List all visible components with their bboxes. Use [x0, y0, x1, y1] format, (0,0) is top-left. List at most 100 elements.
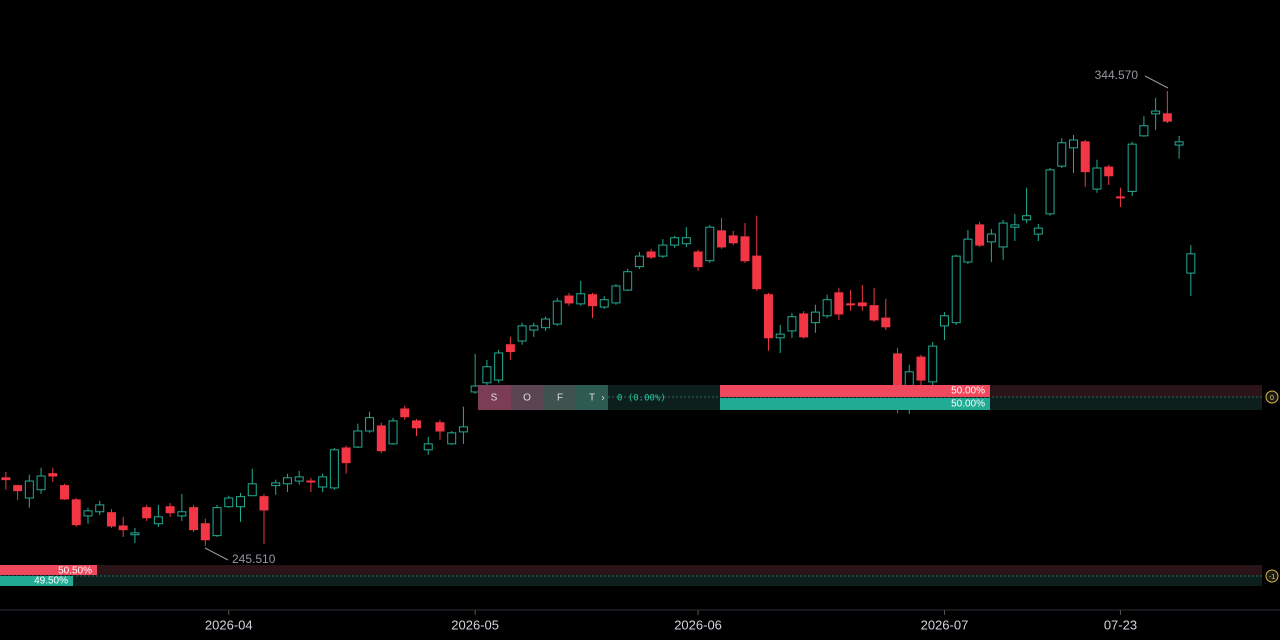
- letter-box: [576, 385, 608, 410]
- pnl: 0 (0.00%): [617, 394, 666, 404]
- candle-body: [60, 485, 70, 500]
- candle-body: [1139, 125, 1149, 137]
- candle-body: [717, 230, 727, 248]
- x-tick-label: 2026-06: [674, 617, 722, 632]
- candle-body: [799, 313, 809, 338]
- buy-bar: [0, 576, 73, 586]
- candle-body: [916, 356, 926, 381]
- candle-body: [822, 299, 832, 317]
- candle-body: [142, 507, 152, 519]
- candle-body: [341, 447, 351, 464]
- x-tick-label: 2026-07: [921, 617, 969, 632]
- candle-body: [435, 422, 445, 432]
- high-leader: [1144, 75, 1169, 89]
- candle-body: [200, 523, 210, 541]
- candle-body: [1162, 113, 1172, 122]
- candle-body: [353, 430, 363, 448]
- letter: S: [491, 393, 498, 404]
- sell-bar: [0, 565, 97, 575]
- candle-body: [705, 226, 715, 262]
- candle-body: [576, 293, 586, 305]
- position-tool[interactable]: S O F T › 0 (0.00%) 50.00% 50.00% 0: [478, 385, 1279, 410]
- buy-pct: 50.00%: [951, 399, 985, 410]
- candle-body: [552, 300, 562, 325]
- candle-body: [951, 255, 961, 324]
- candle-body: [83, 510, 93, 517]
- candle-body: [1127, 143, 1137, 192]
- candle-body: [646, 251, 656, 258]
- candle-body: [752, 255, 762, 290]
- candle-body: [189, 507, 199, 531]
- candle-body: [212, 507, 222, 537]
- candle-body: [318, 476, 328, 488]
- candle-body: [963, 238, 973, 263]
- candle-body: [259, 496, 269, 511]
- letter: F: [557, 393, 563, 404]
- low-leader: [204, 547, 229, 561]
- candle-body: [365, 417, 375, 432]
- candle-body: [400, 408, 410, 418]
- sell-pct: 50.50%: [58, 566, 92, 577]
- candle-body: [388, 420, 398, 445]
- candle-body: [1151, 110, 1161, 115]
- candle-body: [763, 294, 773, 339]
- candle-body: [693, 251, 703, 268]
- candle-body: [564, 295, 574, 304]
- candle-body: [857, 302, 867, 307]
- candle-body: [834, 292, 844, 315]
- badge-text: 0: [1270, 395, 1274, 402]
- candle-body: [1057, 142, 1067, 167]
- candle-body: [376, 425, 386, 452]
- candle-body: [681, 237, 691, 245]
- candle-body: [153, 516, 163, 525]
- candle-body: [36, 475, 46, 491]
- candle-body: [423, 443, 433, 451]
- candle-body: [271, 482, 281, 487]
- candle-body: [71, 499, 81, 526]
- letter-box: [511, 385, 543, 410]
- candle-body: [787, 316, 797, 332]
- candle-body: [1174, 141, 1184, 146]
- candle-body: [599, 299, 609, 308]
- x-tick-label: 2026-04: [205, 617, 253, 632]
- candle-body: [329, 449, 339, 489]
- candle-body: [224, 497, 234, 508]
- candle-body: [13, 485, 23, 492]
- candle-body: [505, 344, 515, 353]
- candle-body: [634, 255, 644, 268]
- candle-body: [411, 420, 421, 429]
- high-label: 344.570: [1095, 68, 1139, 82]
- candle-body: [611, 285, 621, 304]
- candle-body: [986, 233, 996, 243]
- candle-body: [1069, 139, 1079, 149]
- candle-body: [1092, 167, 1102, 190]
- candle-body: [728, 235, 738, 244]
- sell-bar: [720, 385, 990, 397]
- lower-tool[interactable]: 50.50% 49.50% -1: [0, 565, 1279, 587]
- candle-body: [236, 496, 246, 508]
- candle-body: [928, 345, 938, 383]
- candle-body: [118, 525, 128, 531]
- badge-text: -1: [1269, 574, 1275, 581]
- candle-body: [165, 506, 175, 514]
- candle-body: [24, 480, 34, 499]
- candle-body: [1033, 227, 1043, 235]
- candle-body: [939, 315, 949, 327]
- candle-body: [1186, 253, 1196, 274]
- candle-body: [975, 224, 985, 246]
- candle-body: [517, 325, 527, 342]
- candle-body: [740, 236, 750, 262]
- candle-body: [1010, 224, 1020, 228]
- candle-body: [998, 222, 1008, 248]
- candle-body: [869, 305, 879, 321]
- candle-body: [846, 303, 856, 306]
- x-tick-label: 2026-05: [451, 617, 499, 632]
- buy-pct: 49.50%: [34, 576, 68, 587]
- low-label: 245.510: [232, 552, 276, 566]
- letter: T: [589, 393, 595, 404]
- letter: O: [523, 393, 531, 404]
- candle-body: [1045, 169, 1055, 215]
- candle-body: [1080, 141, 1090, 173]
